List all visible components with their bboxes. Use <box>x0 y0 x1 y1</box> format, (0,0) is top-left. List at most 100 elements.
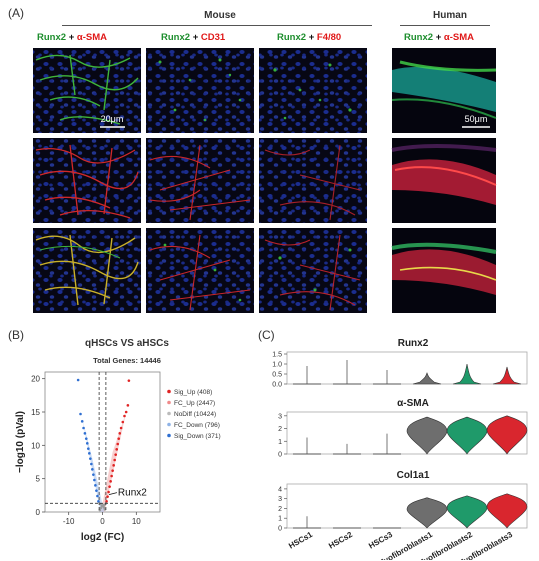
volcano-point <box>85 442 89 445</box>
x-tick-label: -10 <box>63 517 75 526</box>
micrograph-r2c3 <box>259 138 367 223</box>
y-tick-label: 10 <box>31 441 40 450</box>
violin-title: Runx2 <box>398 338 429 349</box>
scale-bar-human: 50μm <box>465 114 488 124</box>
volcano-point <box>86 447 90 450</box>
stain-label-col1: Runx2 + α-SMA <box>37 32 108 43</box>
volcano-point <box>127 379 131 382</box>
volcano-point <box>111 469 114 472</box>
x-tick-label: 0 <box>100 517 105 526</box>
human-group-rule <box>400 25 490 26</box>
volcano-point <box>113 458 116 462</box>
violin-y-tick-label: 0 <box>278 452 282 459</box>
volcano-point <box>79 412 82 416</box>
volcano-frame <box>44 371 161 513</box>
mouse-group-title: Mouse <box>204 10 236 21</box>
micrograph-r3c2 <box>146 228 254 313</box>
violin-y-tick-label: 2 <box>278 426 282 433</box>
human-group-title: Human <box>433 10 467 21</box>
y-tick-label: 15 <box>31 408 40 417</box>
violin-y-tick-label: 2 <box>278 506 282 513</box>
violin-title: Col1a1 <box>397 470 430 481</box>
volcano-point <box>92 473 95 476</box>
volcano-point <box>102 506 106 509</box>
volcano-point <box>76 378 80 382</box>
legend-swatch <box>167 400 171 405</box>
volcano-point <box>99 506 103 510</box>
volcano-point <box>106 495 109 498</box>
micrograph-r2c4 <box>391 138 497 223</box>
violin-frame <box>286 351 528 385</box>
y-tick-label: 5 <box>36 475 41 484</box>
volcano-point <box>90 462 93 466</box>
violin-body <box>492 366 522 385</box>
violin-x-label: HSCs3 <box>367 530 394 551</box>
panel-a-letter: (A) <box>8 6 24 20</box>
y-tick-label: 0 <box>36 508 41 517</box>
sig-up-density <box>100 412 127 512</box>
volcano-point <box>116 442 120 446</box>
volcano-point <box>96 494 99 498</box>
volcano-point <box>82 426 85 430</box>
volcano-point <box>126 404 130 407</box>
legend-swatch <box>167 411 171 416</box>
volcano-point <box>108 485 111 488</box>
violin-y-tick-label: 1 <box>278 516 282 523</box>
violin-y-tick-label: 0.5 <box>272 372 282 379</box>
legend-swatch <box>167 422 171 427</box>
micrograph-r3c1 <box>33 228 141 313</box>
legend-label: FC_Up (2447) <box>174 400 215 407</box>
violin-body <box>406 416 448 455</box>
micrograph-r1c2 <box>146 48 254 133</box>
volcano-point <box>84 437 88 440</box>
micrograph-r2c2 <box>146 138 254 223</box>
volcano-point <box>109 480 112 483</box>
runx2-pointer <box>108 492 118 496</box>
violin-x-label: HSCs1 <box>287 530 314 551</box>
violin-body <box>446 495 488 529</box>
volcano-title: qHSCs VS aHSCs <box>85 338 169 349</box>
volcano-point <box>119 426 123 430</box>
panel-c-letter: (C) <box>258 328 275 342</box>
y-tick-label: 20 <box>31 375 40 384</box>
legend-swatch <box>167 389 171 394</box>
scale-bar-mouse: 20μm <box>101 114 124 124</box>
panel-b-letter: (B) <box>8 328 24 342</box>
volcano-point <box>115 448 119 451</box>
violin-y-tick-label: 3 <box>278 413 282 420</box>
sig-down-density <box>82 418 105 512</box>
volcano-point <box>94 484 97 487</box>
volcano-x-label: log2 (FC) <box>81 532 124 543</box>
violin-body <box>406 497 448 529</box>
micrograph-r2c1 <box>33 138 141 223</box>
volcano-plot: Runx2 0 5 10 15 20 -10 0 10 log2 (FC) −log10 (pVal… <box>15 371 221 543</box>
volcano-point <box>118 432 122 435</box>
legend-swatch <box>167 433 171 438</box>
volcano-point <box>89 457 92 460</box>
violin-title: α-SMA <box>397 398 429 409</box>
volcano-point <box>123 414 126 418</box>
volcano-point <box>112 464 115 467</box>
volcano-point <box>117 437 121 440</box>
violin-y-tick-label: 3 <box>278 496 282 503</box>
volcano-point <box>105 500 108 503</box>
stain-label-col2: Runx2 + CD31 <box>161 32 226 43</box>
volcano-point <box>83 432 87 435</box>
volcano-point <box>91 468 94 471</box>
violin-y-tick-label: 0.0 <box>272 382 282 389</box>
violin-y-tick-label: 4 <box>278 486 282 493</box>
x-tick-label: 10 <box>132 517 141 526</box>
micrograph-r3c4 <box>391 228 497 313</box>
micrograph-r1c3 <box>259 48 367 133</box>
volcano-point <box>110 474 113 478</box>
violin-body <box>486 415 528 455</box>
volcano-point <box>107 490 110 494</box>
volcano-subtitle: Total Genes: 14446 <box>93 356 161 365</box>
legend-label: FC_Down (796) <box>174 422 220 429</box>
violin-y-tick-label: 1 <box>278 439 282 446</box>
volcano-point <box>121 420 125 424</box>
violin-body <box>452 363 482 385</box>
volcano-point <box>93 478 96 482</box>
mouse-group-rule <box>62 25 372 26</box>
violin-y-tick-label: 0 <box>278 526 282 533</box>
